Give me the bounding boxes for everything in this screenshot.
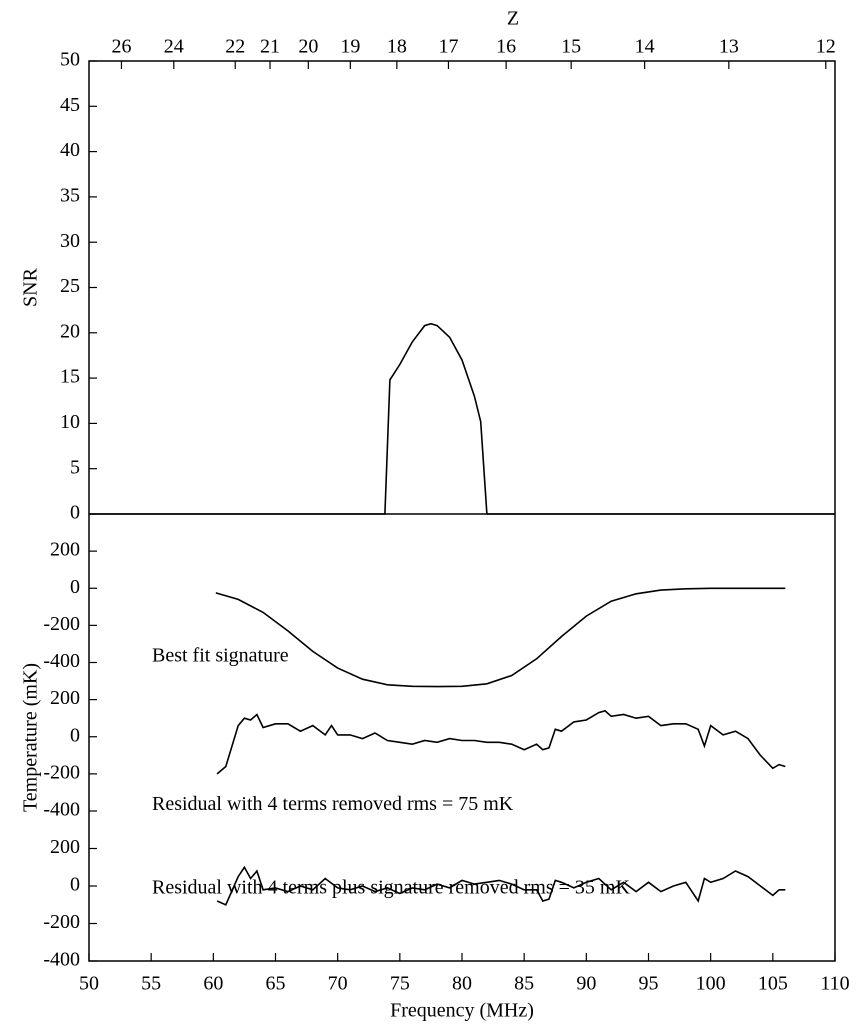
x-tick-label: 90 xyxy=(576,973,596,995)
y-tick-label: 5 xyxy=(70,456,80,478)
x2-tick-label: 12 xyxy=(816,36,836,58)
x2-tick-label: 20 xyxy=(298,36,318,58)
x2-tick-label: 24 xyxy=(164,36,184,58)
x2-tick-label: 26 xyxy=(111,36,131,58)
x2-tick-label: 15 xyxy=(561,36,581,58)
y-tick-label: 10 xyxy=(60,411,80,433)
x-tick-label: 65 xyxy=(266,973,286,995)
data-line xyxy=(216,865,786,906)
x2-tick-label: 13 xyxy=(719,36,739,58)
x-tick-label: 60 xyxy=(203,973,223,995)
y-tick-label: -200 xyxy=(43,911,80,933)
y-tick-label: 40 xyxy=(60,139,80,161)
y-tick-label: 25 xyxy=(60,275,80,297)
x-tick-label: 100 xyxy=(696,973,726,995)
y-tick-label: -400 xyxy=(43,949,80,971)
x-tick-label: 105 xyxy=(758,973,788,995)
y-tick-label: 200 xyxy=(50,836,80,858)
y-tick-label: 50 xyxy=(60,49,80,71)
x-tick-label: 50 xyxy=(79,973,99,995)
y-tick-label: -400 xyxy=(43,650,80,672)
y-tick-label: 20 xyxy=(60,320,80,342)
data-line xyxy=(215,587,786,688)
y-tick-label: 15 xyxy=(60,366,80,388)
plot-frame xyxy=(88,60,836,962)
y-tick-label: 0 xyxy=(70,502,80,524)
y-tick-label: 0 xyxy=(70,724,80,746)
y-tick-label: -200 xyxy=(43,761,80,783)
data-line xyxy=(89,322,835,515)
y-tick-label: 30 xyxy=(60,230,80,252)
y-axis-title: SNR xyxy=(20,267,42,307)
x-tick-label: 95 xyxy=(639,973,659,995)
x2-axis-title: Z xyxy=(507,8,519,30)
x-tick-label: 70 xyxy=(328,973,348,995)
y-tick-label: -200 xyxy=(43,613,80,635)
x2-tick-label: 19 xyxy=(340,36,360,58)
y-axis-title: Temperature (mK) xyxy=(20,663,42,812)
y-tick-label: 0 xyxy=(70,576,80,598)
x-tick-label: 55 xyxy=(141,973,161,995)
x-tick-label: 110 xyxy=(820,973,849,995)
annotation: Residual with 4 terms plus signature rem… xyxy=(152,877,630,899)
data-line xyxy=(216,709,786,775)
y-tick-label: 0 xyxy=(70,874,80,896)
y-tick-label: 35 xyxy=(60,184,80,206)
x2-tick-label: 22 xyxy=(225,36,245,58)
x-axis-title: Frequency (MHz) xyxy=(390,1000,534,1022)
y-tick-label: 200 xyxy=(50,539,80,561)
x2-tick-label: 16 xyxy=(496,36,516,58)
y-tick-label: -400 xyxy=(43,799,80,821)
y-tick-label: 45 xyxy=(60,94,80,116)
x2-tick-label: 21 xyxy=(260,36,280,58)
y-tick-label: 200 xyxy=(50,687,80,709)
x-tick-label: 85 xyxy=(514,973,534,995)
x2-tick-label: 18 xyxy=(387,36,407,58)
x-tick-label: 80 xyxy=(452,973,472,995)
annotation: Best fit signature xyxy=(152,645,289,667)
x2-tick-label: 14 xyxy=(635,36,655,58)
x2-tick-label: 17 xyxy=(438,36,458,58)
x-tick-label: 75 xyxy=(390,973,410,995)
annotation: Residual with 4 terms removed rms = 75 m… xyxy=(152,793,514,815)
